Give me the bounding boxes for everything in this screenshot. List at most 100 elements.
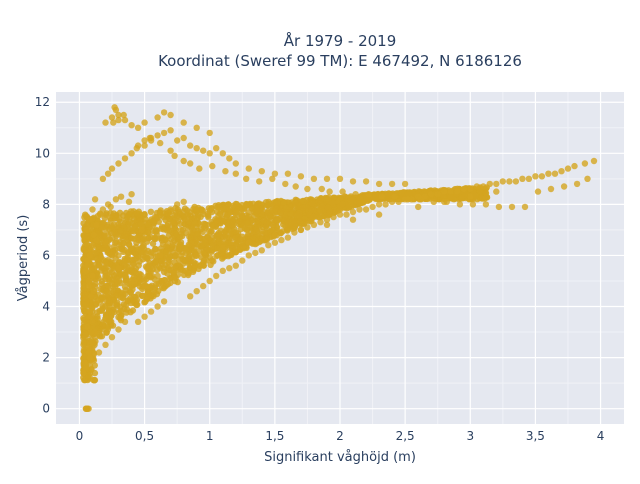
data-point [238,212,245,219]
data-point [180,134,187,142]
data-point [254,207,261,214]
data-point [161,277,168,284]
data-point [149,240,157,247]
data-point [82,295,89,302]
data-point [128,191,135,198]
data-point [121,116,129,124]
data-point [102,259,109,266]
data-point [304,224,311,231]
data-point [219,267,226,274]
data-point [121,155,129,162]
data-point [157,252,164,259]
data-point [280,199,287,207]
data-point [486,180,493,188]
data-point [108,334,116,341]
data-point [193,145,200,152]
data-point [243,175,250,182]
data-point [460,185,467,193]
data-point [202,238,209,245]
data-point [194,230,201,237]
data-point [223,234,230,241]
data-point [325,197,332,204]
data-point [214,203,221,211]
data-point [292,183,299,190]
chart-subtitle: Koordinat (Sweref 99 TM): E 467492, N 61… [158,52,522,70]
data-point [326,209,333,217]
data-point [160,129,168,137]
data-point [121,318,129,325]
x-tick-label: 1,5 [265,429,284,443]
data-point [274,199,281,206]
data-point [308,200,316,207]
data-point [89,206,96,213]
data-point [134,124,142,131]
data-point [125,198,133,205]
data-point [375,180,383,188]
data-point [196,165,203,172]
data-point [219,249,226,256]
data-point [193,124,200,131]
data-point [125,241,133,249]
data-point [347,197,354,204]
data-point [339,188,346,195]
data-point [208,257,216,264]
data-point [323,175,331,182]
data-point [141,142,148,149]
data-point [112,196,120,203]
data-point [112,106,120,114]
data-point [287,211,295,218]
data-point [318,185,325,193]
data-point [493,180,500,188]
data-point [154,303,161,310]
data-point [193,252,200,259]
data-point [98,278,106,285]
data-point [88,328,95,336]
data-point [128,122,135,129]
data-point [467,185,474,193]
data-point [81,353,89,360]
data-point [521,203,529,211]
data-point [199,207,206,214]
data-point [254,201,261,208]
data-point [512,178,520,185]
data-point [91,196,99,203]
data-point [147,273,154,280]
data-point [245,165,252,172]
data-point [237,236,244,243]
data-point [89,323,96,331]
data-point [272,205,280,212]
data-point [82,267,90,274]
data-point [134,246,142,253]
data-point [205,214,212,221]
data-point [110,119,117,126]
data-point [82,405,90,412]
data-point [229,245,236,252]
data-point [265,242,272,249]
data-point [326,188,333,195]
data-point [115,116,122,124]
data-point [258,247,265,254]
data-point [141,313,148,320]
data-point [219,150,226,157]
data-point [138,226,146,234]
data-point [89,339,96,346]
data-point [187,160,194,167]
data-point [80,278,87,286]
data-point [284,170,292,177]
data-point [336,175,344,182]
data-point [538,173,546,180]
data-point [173,262,180,269]
data-point [113,292,121,299]
data-point [164,220,172,228]
data-point [441,188,448,195]
data-point [310,175,318,182]
data-point [93,248,101,256]
data-point [395,198,402,205]
data-point [506,178,513,185]
data-point [154,132,161,139]
data-point [292,199,299,206]
data-point [135,291,142,298]
data-point [375,201,383,208]
data-point [123,209,130,217]
data-point [81,359,88,366]
